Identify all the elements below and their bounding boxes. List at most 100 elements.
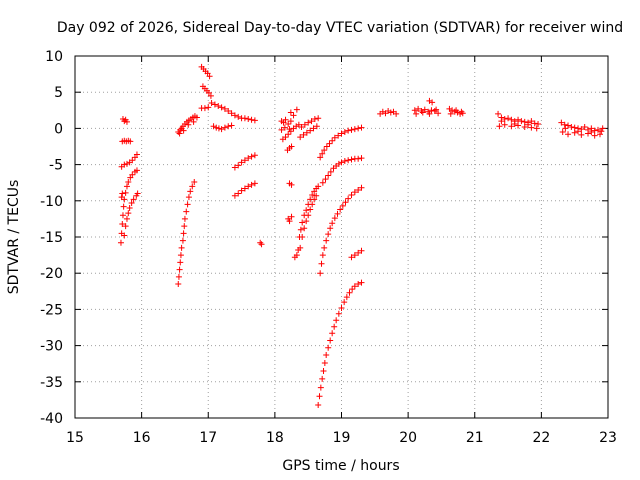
data-point [528,124,535,131]
data-point [355,249,362,256]
data-point [231,192,238,199]
data-point [568,123,575,130]
y-tick-label: -40 [40,411,63,427]
data-point [290,112,297,119]
data-point [338,130,345,137]
data-point [331,323,338,330]
data-point [309,201,316,208]
data-point [248,181,255,188]
data-point [348,254,355,261]
data-point [119,212,126,219]
data-point [251,180,258,187]
x-tick-label: 20 [399,430,417,446]
data-point [346,289,353,296]
data-point [286,218,293,225]
data-point [585,130,592,137]
data-point [349,286,356,293]
data-point [327,225,334,232]
y-tick-label: -25 [40,302,63,318]
data-point [123,118,130,125]
data-point [326,140,333,147]
data-point [351,126,358,133]
data-point [575,128,582,135]
data-point [387,109,394,116]
data-point [333,317,340,324]
data-point [301,225,308,232]
data-point [358,155,365,162]
y-tick-label: 0 [54,121,63,137]
data-point [288,181,295,188]
data-point [329,137,336,144]
x-tick-label: 15 [66,430,84,446]
x-tick-label: 18 [266,430,284,446]
data-point [175,273,182,280]
data-point [181,223,188,230]
data-point [338,159,345,166]
data-point [297,244,304,251]
x-tick-labels: 15 16 17 18 19 20 21 22 23 [66,430,617,446]
data-point [351,252,358,259]
data-point [282,134,289,141]
data-point [317,384,324,391]
data-point [215,102,222,109]
data-point [558,119,565,126]
data-point [453,107,460,114]
x-tick-label: 16 [133,430,151,446]
data-point [320,367,327,374]
data-point [181,215,188,222]
data-point [187,188,194,195]
data-point [118,194,125,201]
data-point [591,127,598,134]
data-point [213,124,220,131]
data-point [287,109,294,116]
data-point [351,283,358,290]
data-point [245,115,252,122]
data-point [193,114,200,121]
data-point [511,121,518,128]
data-point [298,123,305,130]
data-point [459,110,466,117]
data-point [218,104,225,111]
data-point [235,113,242,120]
data-point [355,186,362,193]
y-tick-label: -10 [40,194,63,210]
data-point [597,131,604,138]
data-point [293,123,300,130]
data-point [215,125,222,132]
data-point [319,375,326,382]
y-axis-label: SDTVAR / TECUs [6,180,22,295]
data-point [288,213,295,220]
data-point [458,108,465,115]
data-point [133,167,140,174]
data-point [411,107,418,114]
data-point [297,226,304,233]
data-point [303,218,310,225]
data-point [248,153,255,160]
data-point [429,99,436,106]
data-point [535,121,542,128]
data-point [184,201,191,208]
data-point [190,118,197,125]
data-point [415,105,422,112]
data-point [426,97,433,104]
data-point [413,110,420,117]
data-point [278,126,285,133]
data-point [180,230,187,237]
data-point [319,252,326,259]
data-point [342,199,349,206]
data-point [241,157,248,164]
data-point [595,126,602,133]
x-tick-label: 19 [333,430,351,446]
data-point [339,202,346,209]
x-tick-label: 22 [532,430,550,446]
data-point [293,106,300,113]
data-point [496,123,503,130]
data-point [285,121,292,128]
data-point [345,127,352,134]
data-point [189,183,196,190]
data-point [225,123,232,130]
data-point [588,129,595,136]
data-point [123,183,130,190]
data-point [501,121,508,128]
data-point [305,119,312,126]
